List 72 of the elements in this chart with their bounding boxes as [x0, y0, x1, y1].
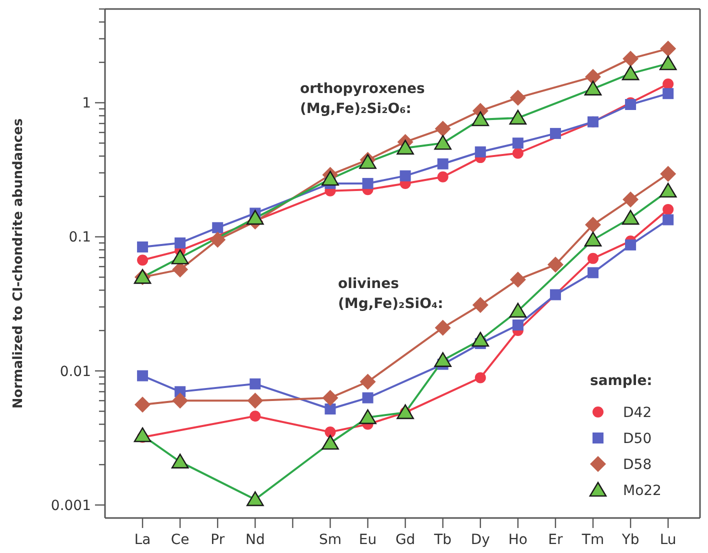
point: [510, 90, 526, 106]
point: [247, 392, 264, 409]
point: [588, 267, 599, 278]
point: [585, 68, 602, 85]
legend-title: sample:: [590, 373, 652, 389]
x-tick-label: Dy: [470, 532, 490, 548]
point: [512, 148, 524, 159]
x-tick-label: La: [134, 532, 151, 548]
x-tick-label: Lu: [660, 532, 676, 548]
point: [324, 426, 336, 438]
point: [434, 320, 451, 336]
point: [400, 170, 411, 182]
point: [362, 178, 374, 189]
point: [662, 78, 674, 90]
point: [622, 50, 639, 67]
x-tick-label: Nd: [245, 532, 265, 548]
legend-label: D50: [623, 430, 652, 447]
point: [137, 254, 148, 266]
point: [437, 171, 448, 182]
x-tick-label: Yb: [620, 532, 640, 548]
point: [474, 146, 486, 158]
point: [660, 40, 676, 57]
point: [550, 128, 561, 139]
x-tick-label: Pr: [210, 532, 225, 548]
point: [472, 297, 488, 314]
point: [137, 370, 148, 382]
point: [660, 166, 676, 182]
point: [662, 88, 674, 100]
point: [662, 214, 674, 226]
x-tick-label: Tb: [433, 532, 452, 548]
point: [137, 241, 148, 252]
point: [585, 216, 602, 233]
point: [437, 158, 448, 170]
point: [250, 378, 261, 390]
point: [134, 396, 151, 413]
point: [512, 319, 524, 330]
point: [322, 390, 338, 406]
y-axis-title: Normalized to CI-chondrite abundances: [11, 118, 26, 409]
legend-label: D42: [623, 404, 652, 421]
point: [662, 204, 674, 215]
point: [550, 289, 561, 300]
x-tick-label: Sm: [318, 532, 342, 548]
annotation: orthopyroxenes (Mg,Fe)₂Si₂O₆:: [300, 81, 425, 117]
point: [622, 191, 639, 208]
point: [250, 410, 261, 422]
point: [174, 237, 186, 248]
x-tick-label: Eu: [358, 532, 377, 548]
x-tick-label: Er: [548, 532, 564, 548]
point: [172, 392, 188, 409]
point: [474, 372, 486, 384]
annotation: olivines (Mg,Fe)₂SiO₄:: [338, 276, 444, 312]
y-tick-label: 0.001: [50, 498, 91, 514]
x-tick-label: Tm: [580, 532, 604, 548]
point: [434, 120, 451, 137]
legend-label: Mo22: [623, 482, 662, 499]
x-tick-label: Ho: [508, 532, 528, 548]
point: [360, 374, 376, 390]
legend-label: D58: [623, 456, 652, 473]
point: [362, 392, 374, 404]
point: [510, 272, 526, 288]
x-tick-label: Gd: [395, 532, 416, 548]
point: [625, 239, 636, 250]
point: [588, 252, 599, 264]
point: [324, 403, 336, 414]
y-tick-label: 1: [82, 96, 91, 112]
point: [212, 222, 224, 234]
point: [210, 232, 226, 248]
point: [512, 138, 524, 149]
y-tick-label: 0.01: [60, 364, 91, 380]
x-tick-label: Ce: [170, 532, 190, 548]
point: [547, 256, 564, 273]
y-tick-label: 0.1: [68, 230, 91, 246]
